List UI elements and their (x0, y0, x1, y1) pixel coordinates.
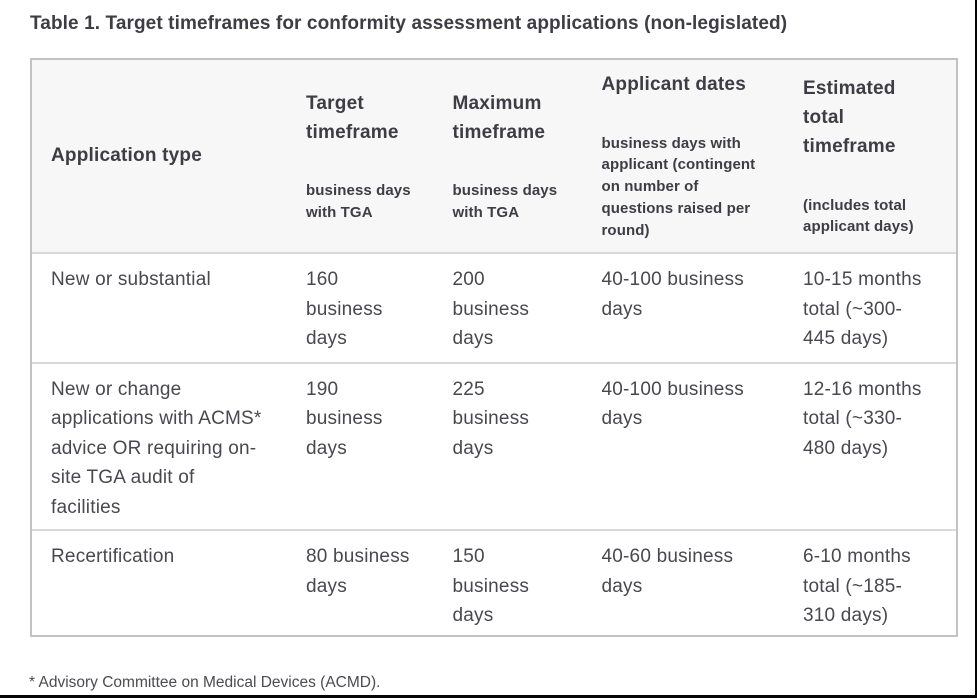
cell-maximum-timeframe: 225 business days (433, 361, 583, 530)
column-header-maximum-timeframe: Maximum timeframe business days with TGA (433, 60, 583, 252)
timeframes-table: Application type Target timeframe busine… (30, 58, 958, 637)
column-header-label: Applicant dates (601, 74, 746, 96)
cell-estimated-total-timeframe: 6-10 months total (~185- 310 days) (784, 529, 956, 635)
column-header-application-type: Application type (32, 60, 287, 252)
cell-target-timeframe: 160 business days (287, 252, 434, 362)
column-header-sublabel: business days with TGA (452, 181, 558, 221)
column-header-sublabel: business days with applicant (contingent… (601, 134, 756, 239)
column-header-target-timeframe: Target timeframe business days with TGA (287, 60, 434, 252)
cell-applicant-dates: 40-100 business days (582, 252, 784, 362)
footnote: * Advisory Committee on Medical Devices … (29, 674, 381, 691)
column-header-sublabel: (includes total applicant days) (803, 196, 914, 236)
cell-estimated-total-timeframe: 10-15 months total (~300- 445 days) (784, 252, 956, 362)
cell-application-type: New or change applications with ACMS* ad… (32, 361, 287, 530)
cell-maximum-timeframe: 200 business days (433, 252, 583, 362)
cell-applicant-dates: 40-60 business days (582, 529, 784, 635)
column-header-sublabel: business days with TGA (306, 181, 411, 221)
cell-estimated-total-timeframe: 12-16 months total (~330- 480 days) (784, 361, 956, 530)
cell-application-type: Recertification (32, 529, 287, 635)
cell-target-timeframe: 80 business days (287, 529, 434, 635)
cell-target-timeframe: 190 business days (287, 361, 434, 530)
column-header-label: Maximum timeframe (452, 92, 546, 143)
cell-maximum-timeframe: 150 business days (433, 529, 583, 635)
table-title: Table 1. Target timeframes for conformit… (30, 13, 788, 34)
cell-applicant-dates: 40-100 business days (582, 361, 784, 530)
column-header-applicant-dates: Applicant dates business days with appli… (582, 60, 784, 252)
table-row-new-or-change: New or change applications with ACMS* ad… (32, 361, 956, 530)
column-header-label: Target timeframe (306, 92, 399, 143)
cell-application-type: New or substantial (32, 252, 287, 362)
column-header-label: Application type (51, 145, 202, 167)
column-header-estimated-total-timeframe: Estimated total timeframe (includes tota… (784, 60, 956, 252)
header-row: Application type Target timeframe busine… (32, 60, 956, 252)
column-header-label: Estimated total timeframe (803, 77, 896, 158)
table-row-new-or-substantial: New or substantial 160 business days 200… (32, 252, 956, 362)
table-row-recertification: Recertification 80 business days 150 bus… (32, 529, 956, 635)
image-border-bottom (0, 694, 977, 698)
image-border-right (974, 0, 977, 698)
